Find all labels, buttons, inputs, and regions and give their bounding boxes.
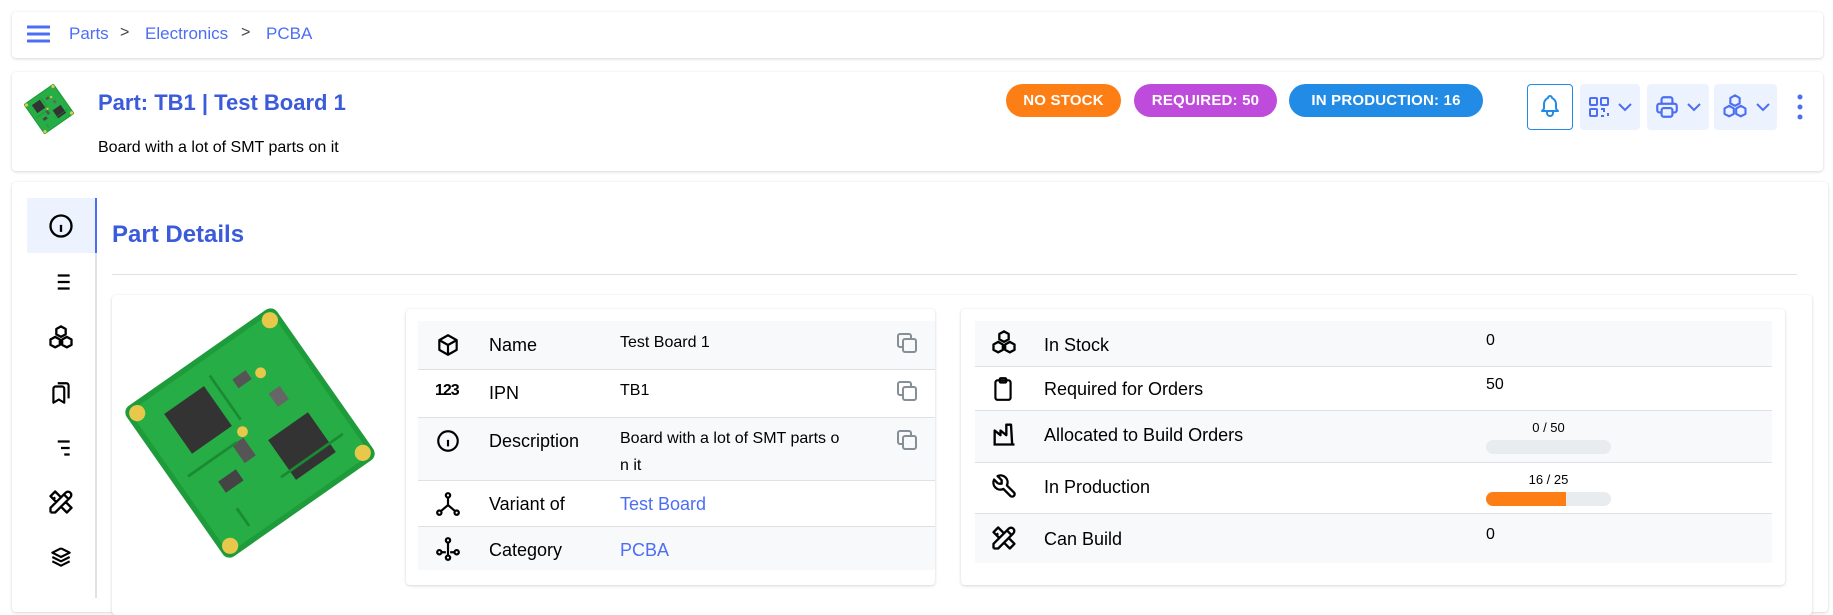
part-image[interactable]	[110, 298, 390, 568]
tab-details[interactable]	[27, 198, 95, 253]
list-details-icon	[52, 439, 70, 456]
list-icon	[52, 273, 70, 290]
factory-icon	[993, 423, 1015, 446]
clipboard-icon	[994, 377, 1012, 401]
sidebar-divider	[95, 198, 97, 598]
required-badge: REQUIRED: 50	[1134, 84, 1277, 117]
copy-icon[interactable]	[895, 379, 919, 403]
label-in-stock: In Stock	[1044, 335, 1110, 355]
production-progress-text: 16 / 25	[1528, 472, 1569, 487]
active-tab-indicator	[95, 198, 97, 253]
tab-build-orders[interactable]	[27, 474, 95, 529]
box-icon	[438, 334, 458, 356]
label-in-production: In Production	[1044, 477, 1151, 497]
section-title: Part Details	[112, 221, 245, 248]
value-description: Board with a lot of SMT parts o n it	[620, 430, 840, 474]
print-menu-button[interactable]	[1647, 84, 1709, 130]
breadcrumb-pcba[interactable]: PCBA	[266, 24, 313, 43]
copy-icon[interactable]	[895, 331, 919, 355]
allocated-progress-bar	[1486, 440, 1611, 454]
section-divider	[112, 274, 1797, 275]
tab-bom[interactable]	[27, 420, 95, 475]
value-can-build: 0	[1486, 526, 1495, 543]
printer-icon	[1656, 96, 1678, 118]
value-ipn: TB1	[620, 382, 650, 399]
breadcrumb-separator: >	[241, 24, 251, 41]
link-category[interactable]: PCBA	[620, 540, 670, 560]
no-stock-badge: NO STOCK	[1006, 84, 1121, 117]
label-required: Required for Orders	[1044, 379, 1204, 399]
tab-allocations[interactable]	[27, 365, 95, 420]
info-icon	[49, 213, 73, 238]
breadcrumb-electronics[interactable]: Electronics	[145, 24, 229, 43]
breadcrumb-parts[interactable]: Parts	[69, 24, 109, 43]
copy-icon[interactable]	[895, 428, 919, 452]
label-ipn: IPN	[489, 383, 520, 403]
chevron-down-icon	[1755, 103, 1770, 112]
tools-icon	[49, 489, 73, 514]
breadcrumb-separator: >	[120, 24, 130, 41]
progress-fill	[1486, 492, 1566, 506]
value-required: 50	[1486, 376, 1504, 393]
more-actions-button[interactable]	[1792, 92, 1808, 122]
tools-icon	[992, 526, 1016, 550]
stock-menu-button[interactable]	[1714, 84, 1777, 130]
tab-stock[interactable]	[27, 310, 95, 365]
part-description: Board with a lot of SMT parts on it	[98, 139, 339, 156]
layers-icon	[51, 546, 71, 567]
label-name: Name	[489, 335, 538, 355]
top-bar	[12, 12, 1823, 58]
label-category: Category	[489, 540, 563, 560]
bell-icon	[1541, 95, 1559, 117]
label-variant-of: Variant of	[489, 494, 565, 514]
variant-icon	[436, 492, 460, 516]
info-icon	[437, 430, 459, 452]
notifications-button[interactable]	[1527, 84, 1573, 130]
stack-icon	[49, 324, 73, 348]
label-description: Description	[489, 431, 580, 451]
page-title: Part: TB1 | Test Board 1	[98, 90, 346, 115]
part-header	[12, 72, 1823, 171]
tab-variants[interactable]	[27, 529, 95, 584]
production-progress-bar	[1486, 492, 1611, 506]
tab-parameters[interactable]	[27, 254, 95, 309]
numbers-123-icon: 123	[435, 382, 460, 399]
stack-icon	[1722, 94, 1747, 118]
tool-icon	[992, 474, 1016, 498]
label-can-build: Can Build	[1044, 529, 1123, 549]
barcode-menu-button[interactable]	[1580, 84, 1640, 130]
label-allocated: Allocated to Build Orders	[1044, 425, 1244, 445]
in-production-badge: IN PRODUCTION: 16	[1289, 84, 1483, 117]
allocated-progress-text: 0 / 50	[1532, 420, 1565, 435]
stack-icon	[992, 330, 1016, 354]
part-thumbnail	[22, 80, 76, 138]
category-icon	[436, 537, 460, 561]
chevron-down-icon	[1618, 103, 1632, 112]
dots-vertical-icon	[1797, 94, 1803, 120]
link-variant-of[interactable]: Test Board	[620, 494, 707, 514]
menu-icon[interactable]	[26, 25, 51, 43]
bookmarks-icon	[52, 381, 70, 404]
value-in-stock: 0	[1486, 332, 1495, 349]
chevron-down-icon	[1687, 103, 1701, 112]
value-name: Test Board 1	[620, 334, 710, 351]
qrcode-icon	[1589, 97, 1609, 117]
